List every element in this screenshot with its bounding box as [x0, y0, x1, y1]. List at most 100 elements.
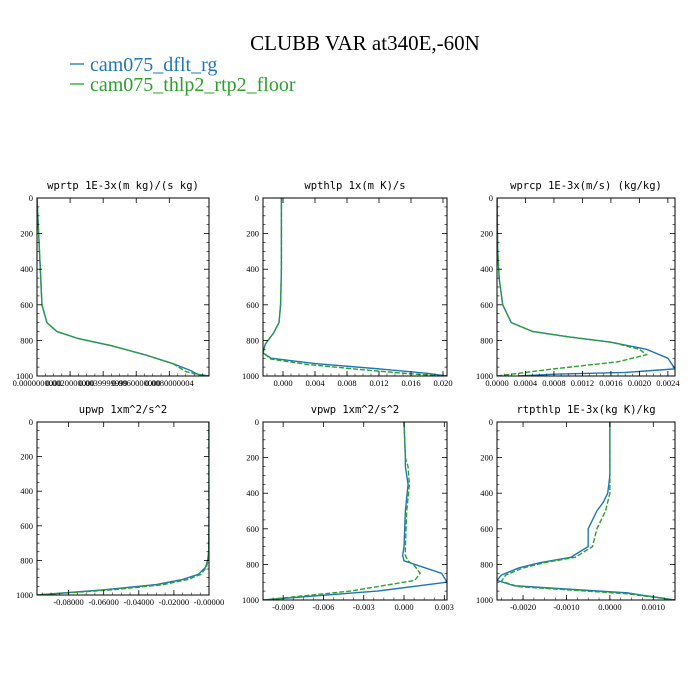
x-tick-label: 0.0016: [599, 378, 622, 388]
y-tick-label: 400: [20, 264, 33, 274]
y-tick-label: 200: [246, 229, 259, 239]
y-tick-label: 600: [20, 300, 33, 310]
figure-title: CLUBB VAR at340E,-60N: [250, 31, 480, 55]
panel-1: wprtp 1E-3x(m kg)/(s kg) 0 200 400 600 800 100…: [13, 180, 210, 388]
y-tick-label: 0: [489, 193, 493, 203]
series-line-2: [37, 198, 209, 376]
x-tick-label: 0.0000: [598, 602, 621, 612]
y-tick-label: 0: [255, 193, 259, 203]
x-tick-label: 0.0010: [642, 602, 665, 612]
y-tick-label: 1000: [476, 371, 493, 381]
x-tick-label: 0.0024: [656, 378, 680, 388]
y-tick-label: 600: [480, 524, 493, 534]
y-tick-label: 200: [20, 229, 33, 239]
x-tick-label: 0.0000000000: [13, 378, 62, 388]
y-tick-label: 1000: [16, 371, 33, 381]
x-tick-label: 0.008: [337, 378, 356, 388]
x-tick-label: 0.004: [305, 378, 325, 388]
x-tick-label: 0.0004: [514, 378, 538, 388]
y-tick-label: 600: [20, 521, 33, 531]
y-tick-label: 0: [489, 417, 493, 427]
y-tick-label: 400: [480, 488, 493, 498]
x-tick-label: 0.020: [433, 378, 452, 388]
y-tick-label: 200: [480, 453, 493, 463]
panel-4: upwp 1xm^2/s^202004006008001000-0.08000-…: [16, 404, 224, 607]
x-tick-label: 0.0060000000: [112, 378, 161, 388]
y-tick-label: 0: [29, 193, 33, 203]
legend-entry-1: cam075_dflt_rg: [70, 54, 217, 76]
y-tick-label: 0: [255, 417, 259, 427]
panel-title: wprtp 1E-3x(m kg)/(s kg): [47, 180, 199, 192]
x-tick-label: 0.0080000004: [145, 378, 195, 388]
x-tick-label: -0.08000: [53, 597, 83, 607]
panel-title: wpthlp 1x(m K)/s: [304, 180, 405, 192]
x-tick-label: -0.06000: [88, 597, 118, 607]
x-tick-label: 0.0020000000: [46, 378, 95, 388]
y-tick-label: 800: [246, 335, 259, 345]
y-tick-label: 400: [20, 486, 33, 496]
series-line-2: [263, 422, 422, 600]
y-tick-label: 600: [246, 300, 259, 310]
y-tick-label: 400: [480, 264, 493, 274]
y-tick-label: 800: [246, 559, 259, 569]
x-tick-label: 0.000: [394, 602, 413, 612]
plot-frame: [496, 421, 676, 601]
plot-frame: [262, 197, 448, 377]
panel-title: upwp 1xm^2/s^2: [79, 404, 168, 416]
y-tick-label: 1000: [242, 595, 259, 605]
panel-5: vpwp 1xm^2/s^2 0 200 400 600 800 1000 -0.009 -0.…: [242, 404, 454, 612]
x-tick-label: -0.02000: [159, 597, 189, 607]
y-tick-label: 800: [20, 335, 33, 345]
legend-entry-2: cam075_thlp2_rtp2_floor: [70, 74, 296, 96]
x-tick-label: 0.003: [435, 602, 454, 612]
series-line-2: [263, 198, 447, 376]
series-line-2: [37, 422, 209, 595]
y-tick-label: 200: [480, 229, 493, 239]
y-tick-label: 800: [480, 559, 493, 569]
series-line-1: [263, 198, 447, 376]
x-tick-label: -0.00000: [194, 597, 224, 607]
x-tick-label: 0.0012: [571, 378, 594, 388]
series-line-1: [37, 422, 209, 595]
y-tick-label: 400: [246, 488, 259, 498]
x-tick-label: -0.0010: [553, 602, 579, 612]
panel-2: wpthlp 1x(m K)/s 0 200 400 600 800 1000 0.000 0.…: [242, 180, 453, 388]
legend-label-2: cam075_thlp2_rtp2_floor: [90, 74, 296, 96]
legend: cam075_dflt_rg cam075_thlp2_rtp2_floor: [70, 54, 296, 96]
panel-title: wprcp 1E-3x(m/s) (kg/kg): [510, 180, 662, 192]
y-tick-label: 600: [480, 300, 493, 310]
x-tick-label: 0.0039999999: [79, 378, 128, 388]
panel-6: rtpthlp 1E-3x(kg K)/kg 0 200 400 600 800 1000 -…: [476, 404, 676, 612]
panel-title: vpwp 1xm^2/s^2: [311, 404, 400, 416]
y-tick-label: 0: [29, 417, 33, 427]
panels: wprtp 1E-3x(m kg)/(s kg) 0 200 400 600 800 100…: [13, 180, 681, 612]
x-tick-label: -0.04000: [124, 597, 154, 607]
series-line-2: [500, 422, 675, 600]
y-tick-label: 200: [246, 453, 259, 463]
series-line-1: [263, 422, 447, 600]
y-tick-label: 800: [480, 335, 493, 345]
y-tick-label: 1000: [16, 590, 33, 600]
panel-title: rtpthlp 1E-3x(kg K)/kg: [516, 404, 655, 416]
legend-label-1: cam075_dflt_rg: [90, 54, 217, 76]
x-tick-label: -0.009: [272, 602, 294, 612]
x-tick-label: -0.0020: [510, 602, 536, 612]
series-line-1: [497, 198, 675, 376]
series-line-2: [497, 198, 649, 376]
x-tick-label: -0.003: [353, 602, 375, 612]
x-tick-label: 0.0008: [542, 378, 565, 388]
x-tick-label: 0.016: [401, 378, 420, 388]
y-tick-label: 800: [20, 555, 33, 565]
plot-frame: [36, 421, 210, 596]
y-tick-label: 600: [246, 524, 259, 534]
x-tick-label: 0.0020: [628, 378, 651, 388]
series-line-1: [497, 422, 675, 600]
x-tick-label: 0.0000: [485, 378, 508, 388]
y-tick-label: 200: [20, 452, 33, 462]
y-tick-label: 1000: [476, 595, 493, 605]
x-tick-label: 0.000: [273, 378, 292, 388]
y-tick-label: 400: [246, 264, 259, 274]
x-tick-label: -0.006: [312, 602, 334, 612]
panel-3: wprcp 1E-3x(m/s) (kg/kg) 0 200 400 600 800 100…: [476, 180, 680, 388]
